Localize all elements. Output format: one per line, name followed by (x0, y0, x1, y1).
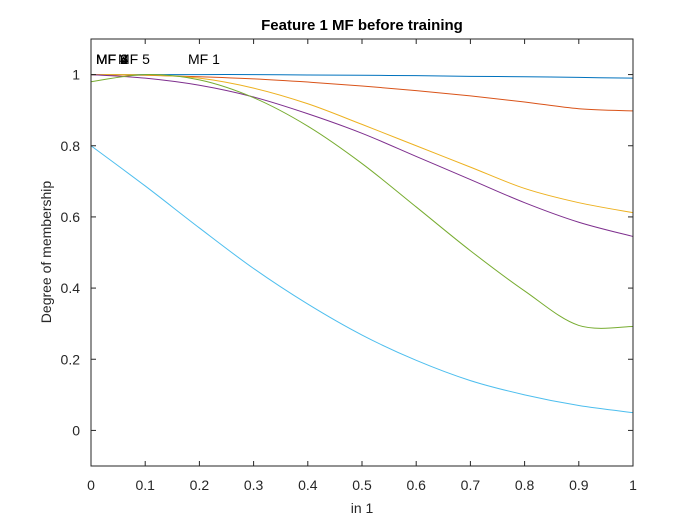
series-layer (90, 74, 634, 414)
x-tick-label: 1 (629, 477, 637, 493)
label-layer: MF 1 MF 2MF 3MF 4MF 5MF 6 (96, 51, 220, 67)
x-tick-label: 0.6 (406, 477, 426, 493)
series-line-1 (91, 74, 634, 79)
y-tick-label: 0.2 (61, 351, 81, 367)
mf-label-6: MF 6 (96, 51, 128, 67)
x-tick-label: 0.8 (515, 477, 535, 493)
y-tick-label: 1 (72, 67, 80, 83)
y-tick-label: 0.4 (61, 280, 81, 296)
mf-label-1: MF 1 (188, 51, 220, 67)
x-axis-label: in 1 (351, 500, 374, 516)
y-tick-label: 0.6 (61, 209, 81, 225)
y-tick-label: 0.8 (61, 138, 81, 154)
y-axis-label: Degree of membership (38, 181, 54, 324)
mf-label-5: MF 5 (118, 51, 150, 67)
y-tick-label: 0 (72, 422, 80, 438)
mf-label-4: MF 4 (96, 51, 128, 67)
x-tick-label: 0.3 (244, 477, 264, 493)
mf-label-2: MF 2 (96, 51, 128, 67)
tick-layer: 0 0.1 0.2 0.3 0.4 0.5 0.6 0.7 0.8 0.9 1 0 0.2 0.4 0.6 0… (61, 39, 637, 493)
x-tick-label: 0.9 (569, 477, 589, 493)
x-tick-label: 0.5 (352, 477, 372, 493)
plot-background (91, 39, 633, 466)
chart-title: Feature 1 MF before training (261, 17, 463, 34)
x-tick-label: 0.2 (190, 477, 210, 493)
series-line-5 (90, 74, 634, 329)
series-line-4 (90, 74, 634, 237)
x-tick-label: 0.4 (298, 477, 318, 493)
x-tick-label: 0.1 (135, 477, 155, 493)
series-line-6 (90, 145, 634, 414)
x-tick-label: 0.7 (461, 477, 481, 493)
x-tick-label: 0 (87, 477, 95, 493)
mf-label-3: MF 3 (96, 51, 128, 67)
